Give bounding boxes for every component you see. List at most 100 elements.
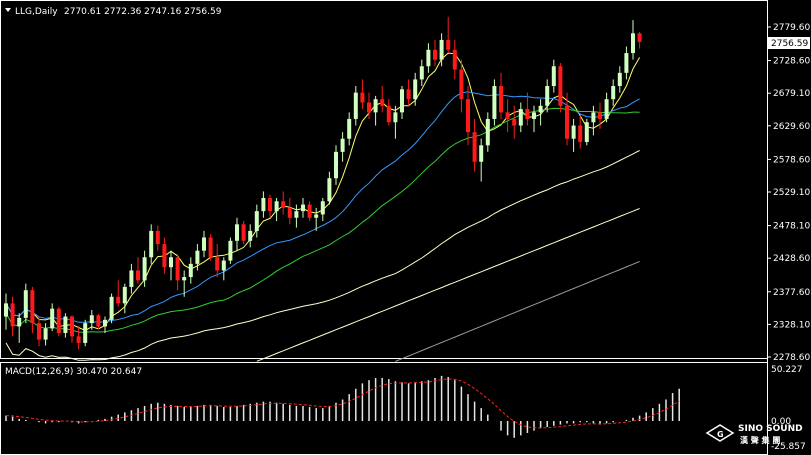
candle-body: [525, 109, 530, 119]
logo-diamond-icon: [705, 424, 735, 442]
macd-axis-top: 50.227: [771, 365, 803, 375]
candle-body: [202, 237, 206, 251]
candle-body: [558, 66, 563, 106]
candle-body: [4, 303, 8, 317]
candle-body: [617, 72, 622, 87]
candle-body: [254, 211, 259, 231]
price-tick-label: 2728.60: [773, 57, 810, 67]
candle-body: [188, 263, 193, 278]
candle-body: [327, 178, 332, 202]
candle-body: [175, 257, 180, 281]
candle-body: [83, 323, 88, 343]
candle-body: [301, 204, 305, 212]
price-tick-label: 2679.10: [773, 89, 810, 99]
candles: [4, 16, 642, 350]
candle-body: [400, 89, 404, 113]
candle-body: [505, 112, 510, 119]
candle-body: [433, 49, 437, 60]
candle-body: [182, 277, 187, 281]
candle-body: [96, 315, 101, 327]
candle-body: [459, 69, 464, 100]
candle-body: [109, 296, 114, 320]
candle-body: [446, 39, 451, 50]
candle-body: [624, 53, 629, 73]
price-tick-label: 2779.60: [773, 23, 810, 33]
candle-body: [248, 230, 253, 241]
candle-body: [466, 99, 470, 133]
candle-body: [37, 323, 41, 340]
macd-signal-line: [5, 378, 680, 429]
candle-body: [129, 270, 134, 287]
ohlc-values: 2770.61 2772.36 2747.16 2756.59: [64, 7, 222, 17]
candle-body: [353, 92, 358, 119]
candle-body: [142, 257, 147, 281]
candle-body: [367, 102, 371, 113]
candle-body: [578, 125, 583, 143]
price-axis: 2779.60 2728.60 2679.10 2629.60 2578.60 2529.…: [767, 23, 810, 363]
candle-body: [499, 86, 503, 113]
candle-body: [228, 240, 233, 261]
price-tick-label: 2328.10: [773, 320, 810, 330]
candle-body: [472, 132, 477, 162]
price-tick-label: 2478.10: [773, 222, 810, 232]
macd-axis-zero: 0.00: [771, 417, 791, 427]
candle-body: [314, 214, 319, 218]
candle-body: [50, 308, 55, 329]
candle-body: [565, 105, 569, 139]
candle-body: [598, 112, 602, 119]
logo-mark-icon: G: [717, 430, 724, 439]
price-tick-label: 2428.60: [773, 254, 810, 264]
price-panel-border: [0, 0, 768, 359]
candle-body: [452, 49, 457, 70]
candle-body: [551, 66, 556, 87]
candle-body: [136, 270, 140, 281]
candle-body: [545, 86, 550, 106]
ma-long-line: [256, 208, 640, 362]
candle-body: [320, 201, 325, 215]
price-tick-label: 2278.60: [773, 353, 810, 363]
candle-body: [479, 145, 484, 162]
candle-body: [149, 230, 154, 258]
candle-body: [17, 317, 22, 327]
candle-body: [532, 112, 536, 119]
candle-body: [406, 89, 411, 100]
candle-body: [439, 39, 444, 60]
candle-body: [373, 99, 378, 113]
candle-body: [347, 118, 352, 139]
candle-body: [169, 257, 173, 268]
candle-body: [413, 79, 418, 100]
price-tick-label: 2629.60: [773, 122, 810, 132]
candle-body: [426, 49, 431, 67]
candle-body: [340, 138, 345, 152]
current-price-box: [768, 37, 810, 49]
ma-200-line: [5, 150, 640, 361]
price-tick-label: 2377.60: [773, 288, 810, 298]
candle-body: [195, 250, 200, 264]
candle-body: [287, 207, 292, 218]
macd-label: MACD(12,26,9) 30.470 20.647: [5, 367, 142, 377]
candle-body: [281, 201, 286, 208]
candle-body: [103, 319, 107, 327]
candle-body: [307, 204, 312, 218]
candle-body: [261, 197, 266, 212]
symbol-label: LLG,Daily: [15, 7, 58, 17]
candle-body: [571, 125, 576, 139]
candle-body: [122, 286, 127, 304]
candle-body: [221, 260, 226, 271]
candle-body: [631, 33, 635, 54]
candle-body: [492, 86, 497, 119]
candle-body: [274, 201, 279, 212]
candle-body: [584, 122, 589, 143]
candle-body: [334, 151, 338, 179]
candle-body: [89, 315, 94, 324]
candle-body: [56, 308, 61, 334]
collapse-triangle-icon[interactable]: [5, 8, 11, 12]
candle-body: [235, 224, 239, 241]
candle-body: [604, 99, 609, 119]
candle-body: [538, 105, 543, 113]
candle-body: [386, 105, 391, 123]
candle-body: [43, 328, 48, 340]
candle-body: [155, 230, 160, 245]
